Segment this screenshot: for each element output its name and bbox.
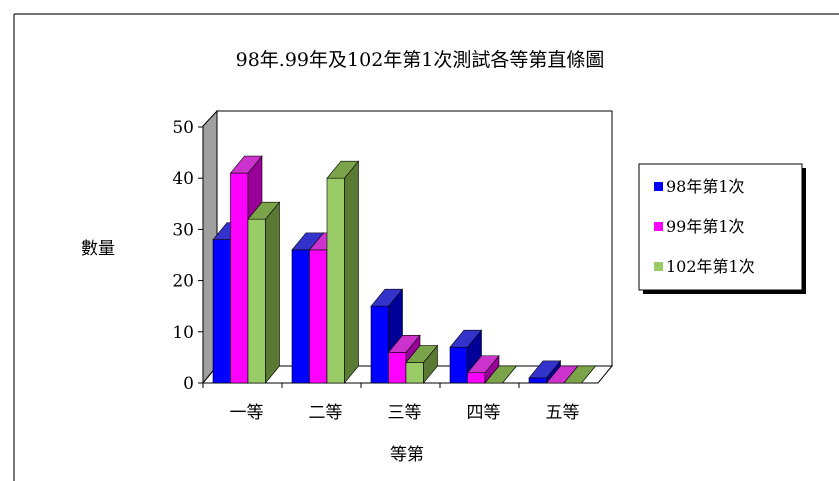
x-tick-label: 五等 [546, 403, 580, 423]
legend-box [638, 163, 803, 291]
y-tick-label: 50 [172, 118, 194, 138]
legend-swatch [654, 262, 663, 271]
bar-front [388, 351, 407, 384]
x-tick-label: 三等 [388, 403, 422, 423]
x-tick-label: 一等 [230, 403, 264, 423]
legend-label: 98年第1次 [666, 177, 745, 196]
bar-front [370, 305, 389, 384]
bar-front [247, 218, 266, 384]
legend-label: 99年第1次 [666, 217, 745, 236]
bar-top [449, 329, 483, 348]
bar [528, 360, 562, 384]
bar-front [212, 239, 231, 384]
bar-side [265, 201, 280, 384]
y-axis-label: 數量 [81, 239, 115, 259]
legend-label: 102年第1次 [666, 257, 755, 276]
bar-front [291, 249, 310, 384]
legend-swatch [654, 182, 663, 191]
bar-top [229, 155, 263, 174]
chart-title: 98年.99年及102年第1次測試各等第直條圖 [236, 49, 605, 71]
bar-top [563, 365, 597, 384]
bar [405, 344, 439, 384]
bar-front [467, 372, 486, 384]
y-tick-label: 30 [172, 220, 194, 240]
bar-front [449, 346, 468, 384]
x-axis: 一等 二等 三等 四等 五等 [202, 383, 580, 423]
bar-front [326, 177, 345, 384]
bar [247, 201, 281, 384]
legend: 98年第1次 99年第1次 102年第1次 [638, 163, 806, 294]
bar-top [405, 345, 439, 363]
y-tick-label: 20 [172, 272, 194, 292]
bar-front [230, 172, 249, 384]
bar [484, 365, 518, 384]
bar-top [528, 360, 562, 379]
x-tick-label: 四等 [467, 403, 501, 423]
legend-swatch [654, 222, 663, 231]
bar-top [247, 201, 281, 220]
bar-top [484, 365, 518, 384]
bar-front [528, 377, 547, 384]
bar [563, 365, 597, 384]
y-axis: 0 10 20 30 40 50 [172, 118, 204, 394]
bar-top [326, 160, 360, 179]
x-tick-label: 二等 [309, 403, 343, 423]
bar-top [466, 355, 500, 374]
bar-front [405, 362, 424, 384]
y-tick-label: 40 [172, 169, 194, 189]
bar-side [344, 160, 359, 384]
y-tick-label: 10 [172, 323, 194, 343]
bar [326, 160, 360, 384]
bar-top [370, 288, 404, 307]
bar-front [309, 249, 328, 384]
bar-top [387, 334, 421, 353]
x-axis-label: 等第 [390, 445, 424, 465]
bars-group [212, 155, 597, 384]
y-tick-label: 0 [183, 374, 194, 394]
